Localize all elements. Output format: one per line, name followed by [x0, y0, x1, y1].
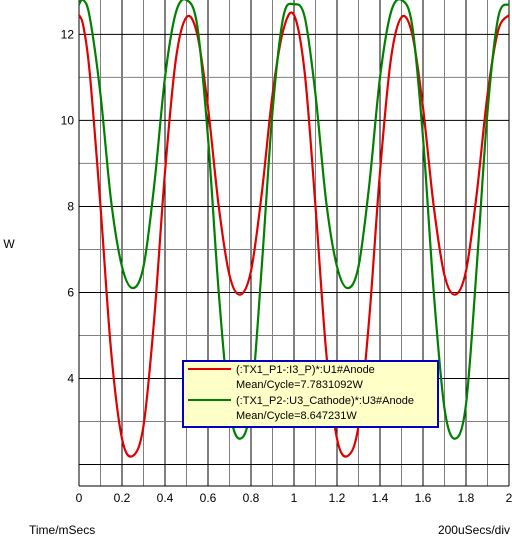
- x-tick-label: 2: [506, 491, 512, 505]
- legend: (:TX1_P1-:I3_P)*:U1#Anode Mean/Cycle=7.7…: [182, 360, 439, 428]
- y-tick-label: 4: [67, 371, 74, 385]
- y-tick-label: 6: [67, 285, 74, 299]
- legend-entry-series-1: (:TX1_P1-:I3_P)*:U1#Anode: [236, 364, 375, 376]
- plot-area: [77, 0, 510, 458]
- y-axis-label: W: [3, 237, 15, 251]
- legend-stat-series-2: Mean/Cycle=8.647231W: [236, 410, 357, 422]
- x-tick-label: 1.6: [415, 491, 432, 505]
- tick-labels: 0 0.2 0.4 0.6 0.8 1 1.2 1.4 1.6 1.8 2 4 6 8 10 12: [61, 27, 512, 505]
- series-line-1: [77, 11, 510, 458]
- x-tick-label: 0: [76, 491, 83, 505]
- x-tick-label: 0.6: [200, 491, 217, 505]
- legend-stat-series-1: Mean/Cycle=7.7831092W: [236, 379, 363, 391]
- x-tick-label: 1.8: [458, 491, 475, 505]
- legend-entry-series-2: (:TX1_P2-:U3_Cathode)*:U3#Anode: [236, 395, 414, 407]
- y-tick-label: 8: [67, 199, 74, 213]
- x-tick-label: 1: [291, 491, 298, 505]
- series-line-2: [78, 0, 510, 440]
- x-tick-label: 1.2: [329, 491, 346, 505]
- x-tick-label: 0.8: [243, 491, 260, 505]
- x-axis-label: Time/mSecs: [29, 523, 95, 537]
- legend-box: [182, 360, 439, 428]
- x-tick-label: 1.4: [372, 491, 389, 505]
- y-tick-label: 12: [61, 27, 75, 41]
- y-tick-label: 10: [61, 113, 75, 127]
- x-scale-note: 200uSecs/div: [438, 523, 510, 537]
- x-tick-label: 0.2: [114, 491, 131, 505]
- x-tick-label: 0.4: [157, 491, 174, 505]
